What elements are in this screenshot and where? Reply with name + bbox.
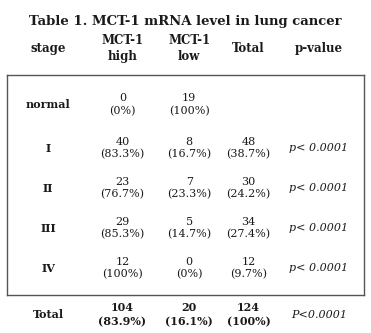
Text: p< 0.0001: p< 0.0001 — [289, 223, 349, 233]
Text: p< 0.0001: p< 0.0001 — [289, 263, 349, 273]
Text: 7
(23.3%): 7 (23.3%) — [167, 177, 211, 199]
Text: normal: normal — [26, 99, 70, 111]
Text: 30
(24.2%): 30 (24.2%) — [226, 177, 271, 199]
Text: p-value: p-value — [295, 42, 343, 55]
Text: 104
(83.9%): 104 (83.9%) — [98, 302, 147, 327]
Text: Total: Total — [232, 42, 265, 55]
Text: IV: IV — [41, 262, 55, 274]
Text: 23
(76.7%): 23 (76.7%) — [101, 177, 144, 199]
Text: 19
(100%): 19 (100%) — [169, 94, 210, 116]
Text: 34
(27.4%): 34 (27.4%) — [227, 217, 270, 239]
Text: MCT-1
high: MCT-1 high — [101, 34, 144, 63]
Text: stage: stage — [30, 42, 66, 55]
Text: 0
(0%): 0 (0%) — [176, 257, 203, 279]
Text: p< 0.0001: p< 0.0001 — [289, 143, 349, 153]
Text: Total: Total — [33, 309, 64, 320]
Text: II: II — [43, 182, 53, 194]
Text: 8
(16.7%): 8 (16.7%) — [167, 137, 211, 160]
Text: 124
(100%): 124 (100%) — [227, 302, 270, 327]
Text: 48
(38.7%): 48 (38.7%) — [227, 137, 270, 160]
Text: 12
(9.7%): 12 (9.7%) — [230, 257, 267, 279]
Text: 12
(100%): 12 (100%) — [102, 257, 143, 279]
Text: 5
(14.7%): 5 (14.7%) — [167, 217, 211, 239]
Text: p< 0.0001: p< 0.0001 — [289, 183, 349, 193]
Text: I: I — [46, 143, 51, 154]
Text: 29
(85.3%): 29 (85.3%) — [100, 217, 145, 239]
Text: P<0.0001: P<0.0001 — [291, 310, 347, 320]
Text: 0
(0%): 0 (0%) — [109, 94, 136, 116]
Text: 40
(83.3%): 40 (83.3%) — [100, 137, 145, 160]
Text: MCT-1
low: MCT-1 low — [168, 34, 210, 63]
Text: Table 1. MCT-1 mRNA level in lung cancer: Table 1. MCT-1 mRNA level in lung cancer — [29, 15, 342, 28]
Text: III: III — [40, 222, 56, 234]
Text: 20
(16.1%): 20 (16.1%) — [165, 302, 213, 327]
